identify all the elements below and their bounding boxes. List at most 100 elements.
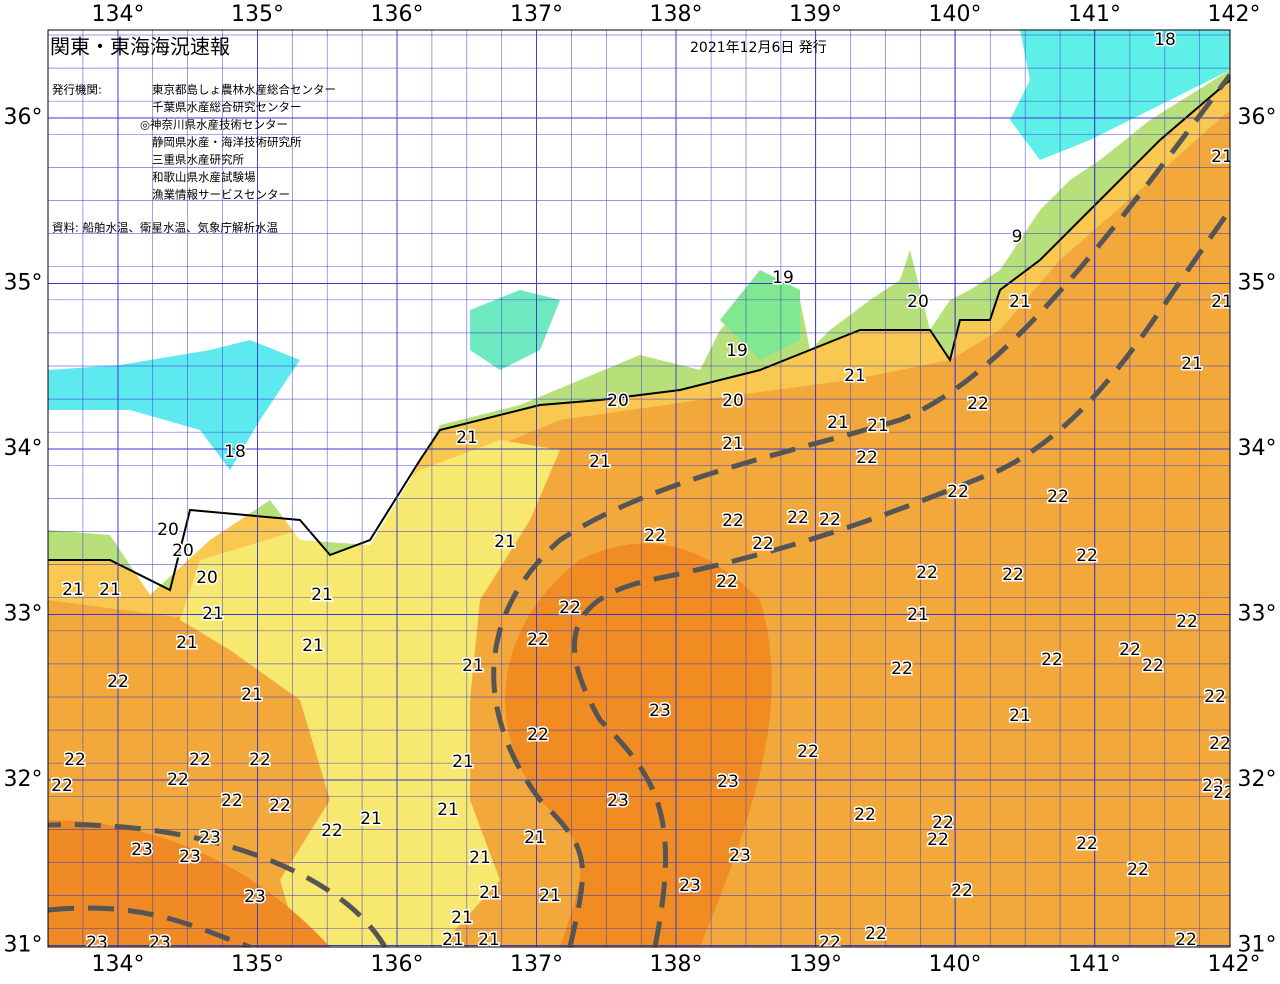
- contour-label: 22: [1209, 734, 1231, 754]
- lat-label: 31°: [4, 933, 43, 958]
- contour-label: 23: [131, 840, 153, 860]
- issuer-name: 和歌山県水産試験場: [152, 170, 256, 184]
- contour-label: 21: [867, 416, 889, 436]
- map-frame: [47, 29, 1231, 948]
- lon-label: 137°: [510, 952, 563, 977]
- contour-label: 21: [827, 413, 849, 433]
- lon-label: 134°: [92, 952, 145, 977]
- contour-label: 19: [772, 268, 794, 288]
- contour-label: 21: [722, 434, 744, 454]
- contour-label: 22: [819, 933, 841, 953]
- contour-label: 21: [360, 809, 382, 829]
- title: 関東・東海海況速報: [50, 35, 230, 59]
- coastal-cold: [1010, 30, 1230, 160]
- contour-label: 21: [589, 452, 611, 472]
- contour-label: 22: [856, 448, 878, 468]
- contour-label: 21: [907, 605, 929, 625]
- contour-label: 18: [224, 442, 246, 462]
- contour-label: 22: [189, 750, 211, 770]
- contour-label: 21: [1009, 706, 1031, 726]
- lat-label: 33°: [1238, 602, 1277, 627]
- lon-label: 139°: [789, 2, 842, 27]
- contour-label: 22: [559, 598, 581, 618]
- source: 資料: 船舶水温、衛星水温、気象庁解析水温: [52, 221, 279, 235]
- contour-label: 23: [649, 701, 671, 721]
- contour-label: 22: [644, 526, 666, 546]
- contour-label: 21: [442, 930, 464, 950]
- lat-label: 36°: [4, 105, 43, 130]
- issuer-name: 東京都島しょ農林水産総合センター: [152, 83, 336, 97]
- contour-label: 22: [1047, 487, 1069, 507]
- contour-label: 22: [787, 508, 809, 528]
- contour-label: 22: [932, 813, 954, 833]
- contour-label: 22: [854, 805, 876, 825]
- lon-label: 138°: [650, 2, 703, 27]
- contour-label: 22: [891, 659, 913, 679]
- issuer-name: 静岡県水産・海洋技術研究所: [152, 135, 302, 149]
- contour-label: 21: [176, 633, 198, 653]
- grid: [48, 30, 1230, 947]
- lat-label: 34°: [1238, 436, 1277, 461]
- lon-label: 141°: [1068, 2, 1121, 27]
- issuer-name: ◎神奈川県水産技術センター: [140, 118, 288, 132]
- contour-label: 22: [107, 672, 129, 692]
- contour-label: 22: [947, 482, 969, 502]
- lat-label: 33°: [4, 602, 43, 627]
- kuroshio-edge: [48, 822, 388, 947]
- contour-label: 21: [524, 828, 546, 848]
- lat-label: 34°: [4, 436, 43, 461]
- lat-label: 35°: [4, 271, 43, 296]
- contour-label: 9: [1012, 227, 1023, 247]
- contour-label: 22: [221, 791, 243, 811]
- contour-label: 23: [179, 847, 201, 867]
- contour-label: 22: [752, 534, 774, 554]
- contour-label: 22: [927, 830, 949, 850]
- contour-label: 22: [1076, 546, 1098, 566]
- contour-label: 23: [607, 791, 629, 811]
- contour-label: 21: [452, 752, 474, 772]
- contour-label: 21: [451, 908, 473, 928]
- contour-label: 20: [722, 391, 744, 411]
- contour-label: 23: [717, 772, 739, 792]
- kuroshio-lines: [48, 73, 1230, 947]
- contour-label: 22: [1202, 776, 1224, 796]
- issuer-name: 漁業情報サービスセンター: [152, 188, 290, 202]
- lon-label: 138°: [650, 952, 703, 977]
- contour-label: 22: [797, 742, 819, 762]
- lon-label: 135°: [231, 952, 284, 977]
- lon-label: 135°: [231, 2, 284, 27]
- contour-label: 21: [99, 580, 121, 600]
- lon-label: 140°: [929, 2, 982, 27]
- bay-water: [720, 270, 800, 360]
- contour-label: 22: [819, 510, 841, 530]
- lon-label: 136°: [371, 2, 424, 27]
- issuer-name: 千葉県水産総合研究センター: [152, 100, 302, 114]
- contour-label: 22: [1142, 656, 1164, 676]
- contour-label: 23: [244, 887, 266, 907]
- contour-label: 23: [149, 933, 171, 953]
- lon-label: 134°: [92, 2, 145, 27]
- contour-label: 20: [907, 292, 929, 312]
- warm-core: [48, 820, 330, 947]
- contour-label: 22: [527, 725, 549, 745]
- contour-label: 21: [202, 604, 224, 624]
- lat-label: 32°: [4, 767, 43, 792]
- contour-label: 21: [1211, 292, 1233, 312]
- contour-label: 22: [321, 821, 343, 841]
- contour-label: 19: [726, 341, 748, 361]
- axes: 134° 134° 135° 135° 136° 136° 137° 137° 138° 138°…: [4, 2, 1277, 977]
- contour-label: 20: [172, 541, 194, 561]
- contour-label: 22: [1119, 640, 1141, 660]
- contour-label: 22: [1176, 612, 1198, 632]
- lon-label: 137°: [510, 2, 563, 27]
- contour-label: 22: [722, 511, 744, 531]
- contour-label: 22: [1076, 834, 1098, 854]
- bay-water: [470, 290, 560, 370]
- contour-label: 23: [679, 876, 701, 896]
- contour-label: 22: [51, 776, 73, 796]
- inland-sea: [48, 340, 300, 470]
